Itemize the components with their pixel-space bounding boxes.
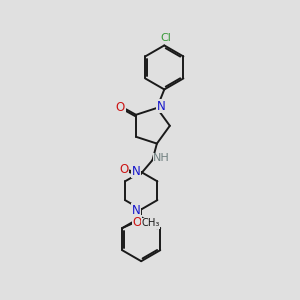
Text: N: N [132, 204, 141, 217]
Text: CH₃: CH₃ [141, 218, 160, 228]
Text: Cl: Cl [160, 33, 171, 43]
Text: N: N [132, 165, 141, 178]
Text: O: O [133, 216, 142, 229]
Text: O: O [116, 101, 125, 115]
Text: NH: NH [153, 153, 170, 163]
Text: O: O [119, 163, 129, 176]
Text: N: N [157, 100, 165, 113]
